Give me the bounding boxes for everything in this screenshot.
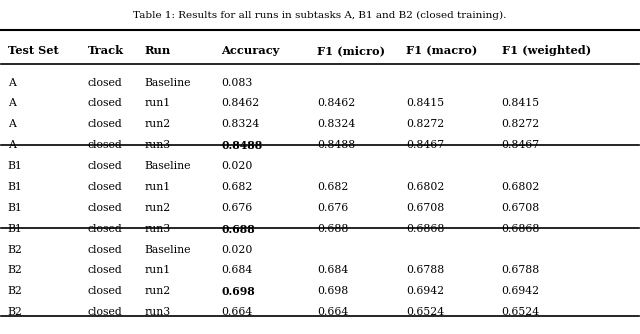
Text: run3: run3 [145, 140, 171, 150]
Text: run1: run1 [145, 99, 171, 109]
Text: run2: run2 [145, 286, 171, 296]
Text: B1: B1 [8, 161, 22, 171]
Text: closed: closed [88, 266, 122, 275]
Text: 0.6942: 0.6942 [502, 286, 540, 296]
Text: 0.664: 0.664 [221, 307, 253, 317]
Text: closed: closed [88, 140, 122, 150]
Text: 0.8272: 0.8272 [502, 119, 540, 129]
Text: 0.6524: 0.6524 [502, 307, 540, 317]
Text: 0.8462: 0.8462 [221, 99, 259, 109]
Text: 0.8467: 0.8467 [406, 140, 444, 150]
Text: run2: run2 [145, 119, 171, 129]
Text: closed: closed [88, 286, 122, 296]
Text: F1 (macro): F1 (macro) [406, 45, 477, 56]
Text: run1: run1 [145, 266, 171, 275]
Text: 0.8415: 0.8415 [406, 99, 444, 109]
Text: 0.8272: 0.8272 [406, 119, 444, 129]
Text: B1: B1 [8, 203, 22, 213]
Text: 0.083: 0.083 [221, 77, 253, 88]
Text: 0.688: 0.688 [317, 224, 348, 234]
Text: 0.8467: 0.8467 [502, 140, 540, 150]
Text: closed: closed [88, 244, 122, 255]
Text: B1: B1 [8, 182, 22, 192]
Text: run1: run1 [145, 182, 171, 192]
Text: Baseline: Baseline [145, 244, 191, 255]
Text: closed: closed [88, 307, 122, 317]
Text: run3: run3 [145, 224, 171, 234]
Text: 0.676: 0.676 [221, 203, 253, 213]
Text: 0.020: 0.020 [221, 244, 253, 255]
Text: 0.8415: 0.8415 [502, 99, 540, 109]
Text: B2: B2 [8, 307, 22, 317]
Text: closed: closed [88, 203, 122, 213]
Text: closed: closed [88, 119, 122, 129]
Text: run3: run3 [145, 307, 171, 317]
Text: 0.684: 0.684 [221, 266, 253, 275]
Text: F1 (weighted): F1 (weighted) [502, 45, 591, 56]
Text: Accuracy: Accuracy [221, 45, 280, 56]
Text: B2: B2 [8, 286, 22, 296]
Text: 0.020: 0.020 [221, 161, 253, 171]
Text: Track: Track [88, 45, 124, 56]
Text: 0.6868: 0.6868 [502, 224, 540, 234]
Text: 0.682: 0.682 [317, 182, 348, 192]
Text: 0.8462: 0.8462 [317, 99, 355, 109]
Text: run2: run2 [145, 203, 171, 213]
Text: 0.6708: 0.6708 [502, 203, 540, 213]
Text: Table 1: Results for all runs in subtasks A, B1 and B2 (closed training).: Table 1: Results for all runs in subtask… [133, 11, 507, 20]
Text: 0.6788: 0.6788 [406, 266, 444, 275]
Text: 0.6802: 0.6802 [406, 182, 444, 192]
Text: Test Set: Test Set [8, 45, 58, 56]
Text: Baseline: Baseline [145, 161, 191, 171]
Text: 0.698: 0.698 [317, 286, 348, 296]
Text: closed: closed [88, 99, 122, 109]
Text: closed: closed [88, 224, 122, 234]
Text: 0.8324: 0.8324 [221, 119, 259, 129]
Text: closed: closed [88, 77, 122, 88]
Text: A: A [8, 140, 15, 150]
Text: Baseline: Baseline [145, 77, 191, 88]
Text: 0.682: 0.682 [221, 182, 253, 192]
Text: A: A [8, 119, 15, 129]
Text: 0.664: 0.664 [317, 307, 348, 317]
Text: Run: Run [145, 45, 171, 56]
Text: 0.698: 0.698 [221, 286, 255, 297]
Text: 0.8324: 0.8324 [317, 119, 355, 129]
Text: B1: B1 [8, 224, 22, 234]
Text: closed: closed [88, 161, 122, 171]
Text: 0.6524: 0.6524 [406, 307, 444, 317]
Text: 0.676: 0.676 [317, 203, 348, 213]
Text: 0.6802: 0.6802 [502, 182, 540, 192]
Text: A: A [8, 77, 15, 88]
Text: 0.6942: 0.6942 [406, 286, 444, 296]
Text: A: A [8, 99, 15, 109]
Text: F1 (micro): F1 (micro) [317, 45, 385, 56]
Text: B2: B2 [8, 244, 22, 255]
Text: 0.684: 0.684 [317, 266, 348, 275]
Text: 0.688: 0.688 [221, 224, 255, 235]
Text: 0.6868: 0.6868 [406, 224, 444, 234]
Text: closed: closed [88, 182, 122, 192]
Text: 0.8488: 0.8488 [221, 140, 262, 151]
Text: B2: B2 [8, 266, 22, 275]
Text: 0.8488: 0.8488 [317, 140, 355, 150]
Text: 0.6708: 0.6708 [406, 203, 444, 213]
Text: 0.6788: 0.6788 [502, 266, 540, 275]
